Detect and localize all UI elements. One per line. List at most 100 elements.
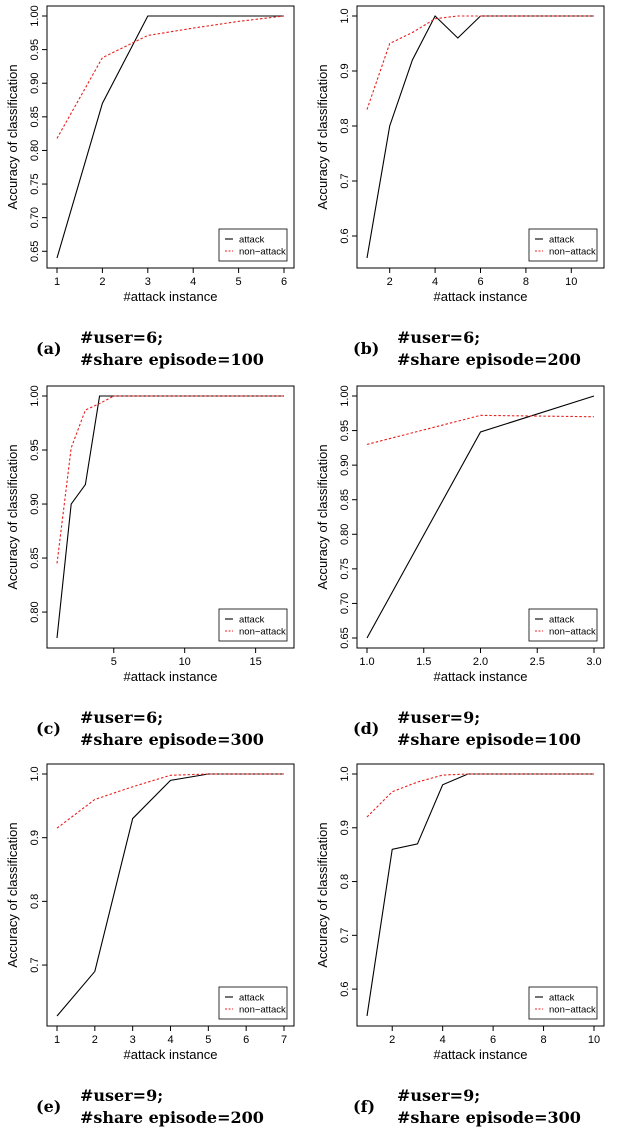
- caption-line-1: #user=6;: [80, 708, 164, 727]
- x-tick-label: 1: [54, 1034, 60, 1046]
- y-tick-label: 0.9: [339, 63, 351, 78]
- x-tick-label: 4: [440, 1034, 446, 1046]
- legend-box: [218, 986, 288, 1020]
- legend-label: non−attack: [549, 246, 596, 257]
- x-tick-label: 3: [145, 276, 151, 288]
- caption-line-2: #share episode=300: [80, 730, 264, 749]
- series-line-attack: [366, 395, 595, 639]
- y-tick-label: 0.75: [339, 558, 351, 579]
- x-tick-label: 8: [540, 1034, 546, 1046]
- x-tick-label: 10: [179, 656, 191, 668]
- plot-frame: [46, 385, 295, 649]
- legend-label: non−attack: [239, 1004, 286, 1015]
- x-tick-label: 2.5: [530, 656, 545, 668]
- y-axis-label: Accuracy of classification: [5, 444, 20, 589]
- caption-line-2: #share episode=200: [397, 350, 581, 369]
- panel-letter: (b): [353, 339, 380, 358]
- y-axis-label: Accuracy of classification: [5, 822, 20, 967]
- y-tick-label: 0.65: [339, 627, 351, 648]
- x-tick-label: 6: [490, 1034, 496, 1046]
- y-tick-label: 0.7: [29, 957, 41, 972]
- legend-label: attack: [239, 234, 265, 245]
- y-tick-label: 0.8: [339, 874, 351, 889]
- x-axis-label: #attack instance: [124, 1047, 218, 1062]
- y-tick-label: 0.70: [29, 207, 41, 228]
- panel-letter: (d): [353, 719, 380, 738]
- caption-line-1: #user=9;: [397, 708, 481, 727]
- y-tick-label: 0.90: [339, 454, 351, 475]
- caption-line-1: #user=9;: [80, 1086, 164, 1105]
- y-tick-label: 0.95: [29, 39, 41, 60]
- x-tick-label: 1.5: [416, 656, 431, 668]
- x-axis-label: #attack instance: [434, 1047, 528, 1062]
- line-chart: 1.0 1.5 2.0 2.5 3.0 0.65 0.70 0.75 0.80 0.85 0.90 0…: [315, 385, 605, 684]
- plot-frame: [46, 5, 295, 269]
- x-tick-label: 3.0: [586, 656, 601, 668]
- line-chart: 2 4 6 8 10 0.6 0.7 0.8 0.9 1.0 #attack instance Acc…: [315, 5, 605, 304]
- x-tick-label: 7: [281, 1034, 287, 1046]
- series-line-non-attack: [56, 395, 284, 564]
- x-tick-label: 4: [167, 1034, 173, 1046]
- series-line-non-attack: [56, 773, 284, 829]
- legend-box: [528, 608, 598, 642]
- legend-label: non−attack: [549, 626, 596, 637]
- y-tick-label: 0.90: [29, 493, 41, 514]
- x-tick-label: 5: [205, 1034, 211, 1046]
- y-tick-label: 0.65: [29, 241, 41, 262]
- x-tick-label: 4: [432, 276, 438, 288]
- y-tick-label: 1.00: [29, 385, 41, 406]
- y-axis-label: Accuracy of classification: [315, 64, 330, 209]
- series-line-non-attack: [56, 15, 285, 139]
- x-tick-label: 5: [111, 656, 117, 668]
- y-tick-label: 0.85: [29, 547, 41, 568]
- y-tick-label: 0.6: [339, 228, 351, 243]
- x-tick-label: 2: [387, 276, 393, 288]
- series-line-attack: [56, 15, 284, 259]
- x-tick-label: 15: [250, 656, 262, 668]
- legend-label: attack: [549, 234, 575, 245]
- y-axis-label: Accuracy of classification: [5, 64, 20, 209]
- y-tick-label: 0.7: [339, 173, 351, 188]
- x-tick-label: 2: [389, 1034, 395, 1046]
- series-line-attack: [366, 773, 594, 1017]
- legend-box: [218, 228, 288, 262]
- legend-box: [528, 986, 598, 1020]
- x-tick-label: 1: [54, 276, 60, 288]
- series-line-attack: [366, 15, 594, 259]
- legend-label: attack: [549, 992, 575, 1003]
- x-axis-label: #attack instance: [124, 669, 218, 684]
- x-tick-label: 4: [190, 276, 196, 288]
- caption-line-2: #share episode=200: [80, 1108, 264, 1127]
- x-tick-label: 6: [477, 276, 483, 288]
- y-axis-label: Accuracy of classification: [315, 444, 330, 589]
- panel-letter: (f): [353, 1097, 376, 1116]
- legend-box: [218, 608, 288, 642]
- figure-panel-a: 1 2 3 4 5 6 0.65 0.70 0.75 0.80 0.85 0.90 0.95 1.00 #a…: [0, 0, 300, 375]
- legend-label: attack: [239, 614, 265, 625]
- y-tick-label: 0.70: [339, 593, 351, 614]
- line-chart: 1 2 3 4 5 6 7 0.7 0.8 0.9 1.0 #attack instance Accur…: [5, 763, 295, 1062]
- y-tick-label: 0.8: [29, 894, 41, 909]
- x-tick-label: 2: [99, 276, 105, 288]
- x-tick-label: 6: [281, 276, 287, 288]
- series-line-non-attack: [366, 414, 595, 445]
- y-tick-label: 0.6: [339, 981, 351, 996]
- y-tick-label: 0.80: [29, 601, 41, 622]
- line-chart: 5 10 15 0.80 0.85 0.90 0.95 1.00 #attack instanc…: [5, 385, 295, 684]
- x-tick-label: 10: [565, 276, 577, 288]
- y-tick-label: 1.0: [339, 8, 351, 23]
- y-tick-label: 0.80: [29, 140, 41, 161]
- panel-letter: (a): [36, 339, 62, 358]
- x-axis-label: #attack instance: [434, 669, 528, 684]
- y-tick-label: 0.8: [339, 118, 351, 133]
- line-chart: 2 4 6 8 10 0.6 0.7 0.8 0.9 1.0 #attack instance Acc…: [315, 763, 605, 1062]
- y-axis-label: Accuracy of classification: [315, 822, 330, 967]
- y-tick-label: 0.80: [339, 524, 351, 545]
- figure-panel-d: 1.0 1.5 2.0 2.5 3.0 0.65 0.70 0.75 0.80 0.85 0.90 0…: [310, 380, 610, 755]
- y-tick-label: 0.85: [29, 106, 41, 127]
